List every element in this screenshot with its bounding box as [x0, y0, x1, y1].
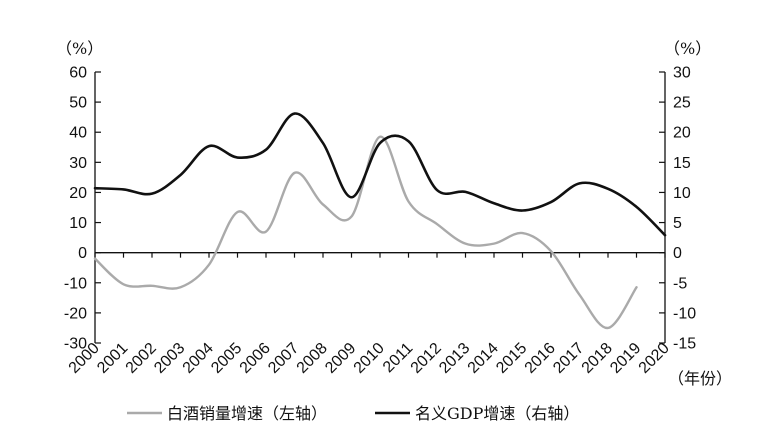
y-left-tick-label: 40 [69, 125, 87, 142]
y-right-tick-label: 15 [673, 155, 691, 172]
y-right-tick-label: 25 [673, 95, 691, 112]
x-tick-label: 2001 [94, 340, 131, 377]
series-line-baijiu-sales [93, 135, 638, 330]
y-left-unit-label: （%） [56, 39, 103, 58]
y-right-unit-label: （%） [664, 39, 711, 58]
y-left-tick-label: -10 [64, 275, 87, 292]
x-tick-label: 2015 [493, 340, 530, 377]
x-tick-label: 2006 [237, 340, 274, 377]
x-tick-label: 2008 [294, 340, 331, 377]
x-tick-label: 2013 [436, 340, 473, 377]
y-left-tick-label: 60 [69, 65, 87, 82]
x-tick-label: 2004 [180, 340, 217, 377]
y-left-tick-label: -30 [64, 336, 87, 353]
y-left-tick-label: 0 [78, 245, 87, 262]
y-left-tick-label: 30 [69, 155, 87, 172]
x-tick-label: 2017 [550, 340, 587, 377]
y-right-tick-label: -5 [673, 275, 687, 292]
y-left-tick-label: 20 [69, 185, 87, 202]
y-right-tick-label: 10 [673, 185, 691, 202]
y-right-tick-label: -15 [673, 336, 696, 353]
x-tick-label: 2002 [123, 340, 160, 377]
series-line-nominal-gdp [93, 112, 667, 237]
y-right-tick-label: 0 [673, 245, 682, 262]
x-tick-label: 2019 [607, 340, 644, 377]
x-tick-label: 2010 [351, 340, 388, 377]
y-right-tick-label: 5 [673, 215, 682, 232]
x-tick-label: 2012 [408, 340, 445, 377]
x-tick-label: 2003 [151, 340, 188, 377]
x-tick-label: 2011 [380, 340, 416, 376]
y-right-tick-label: 20 [673, 125, 691, 142]
x-tick-label: 2014 [465, 340, 502, 377]
y-right-tick-label: 30 [673, 65, 691, 82]
y-left-tick-label: 50 [69, 95, 87, 112]
x-tick-label: 2005 [208, 340, 245, 377]
x-tick-label: 2009 [322, 340, 359, 377]
y-left-tick-label: -20 [64, 305, 87, 322]
x-tick-label: 2007 [265, 340, 302, 377]
x-tick-label: 2018 [579, 340, 616, 377]
x-tick-label: 2016 [522, 340, 559, 377]
y-left-tick-label: 10 [69, 215, 87, 232]
legend-label-baijiu-sales: 白酒销量增速（左轴） [167, 404, 327, 423]
x-unit-label: （年份） [668, 369, 732, 388]
y-right-tick-label: -10 [673, 305, 696, 322]
legend-label-nominal-gdp: 名义GDP增速（右轴） [415, 404, 579, 423]
